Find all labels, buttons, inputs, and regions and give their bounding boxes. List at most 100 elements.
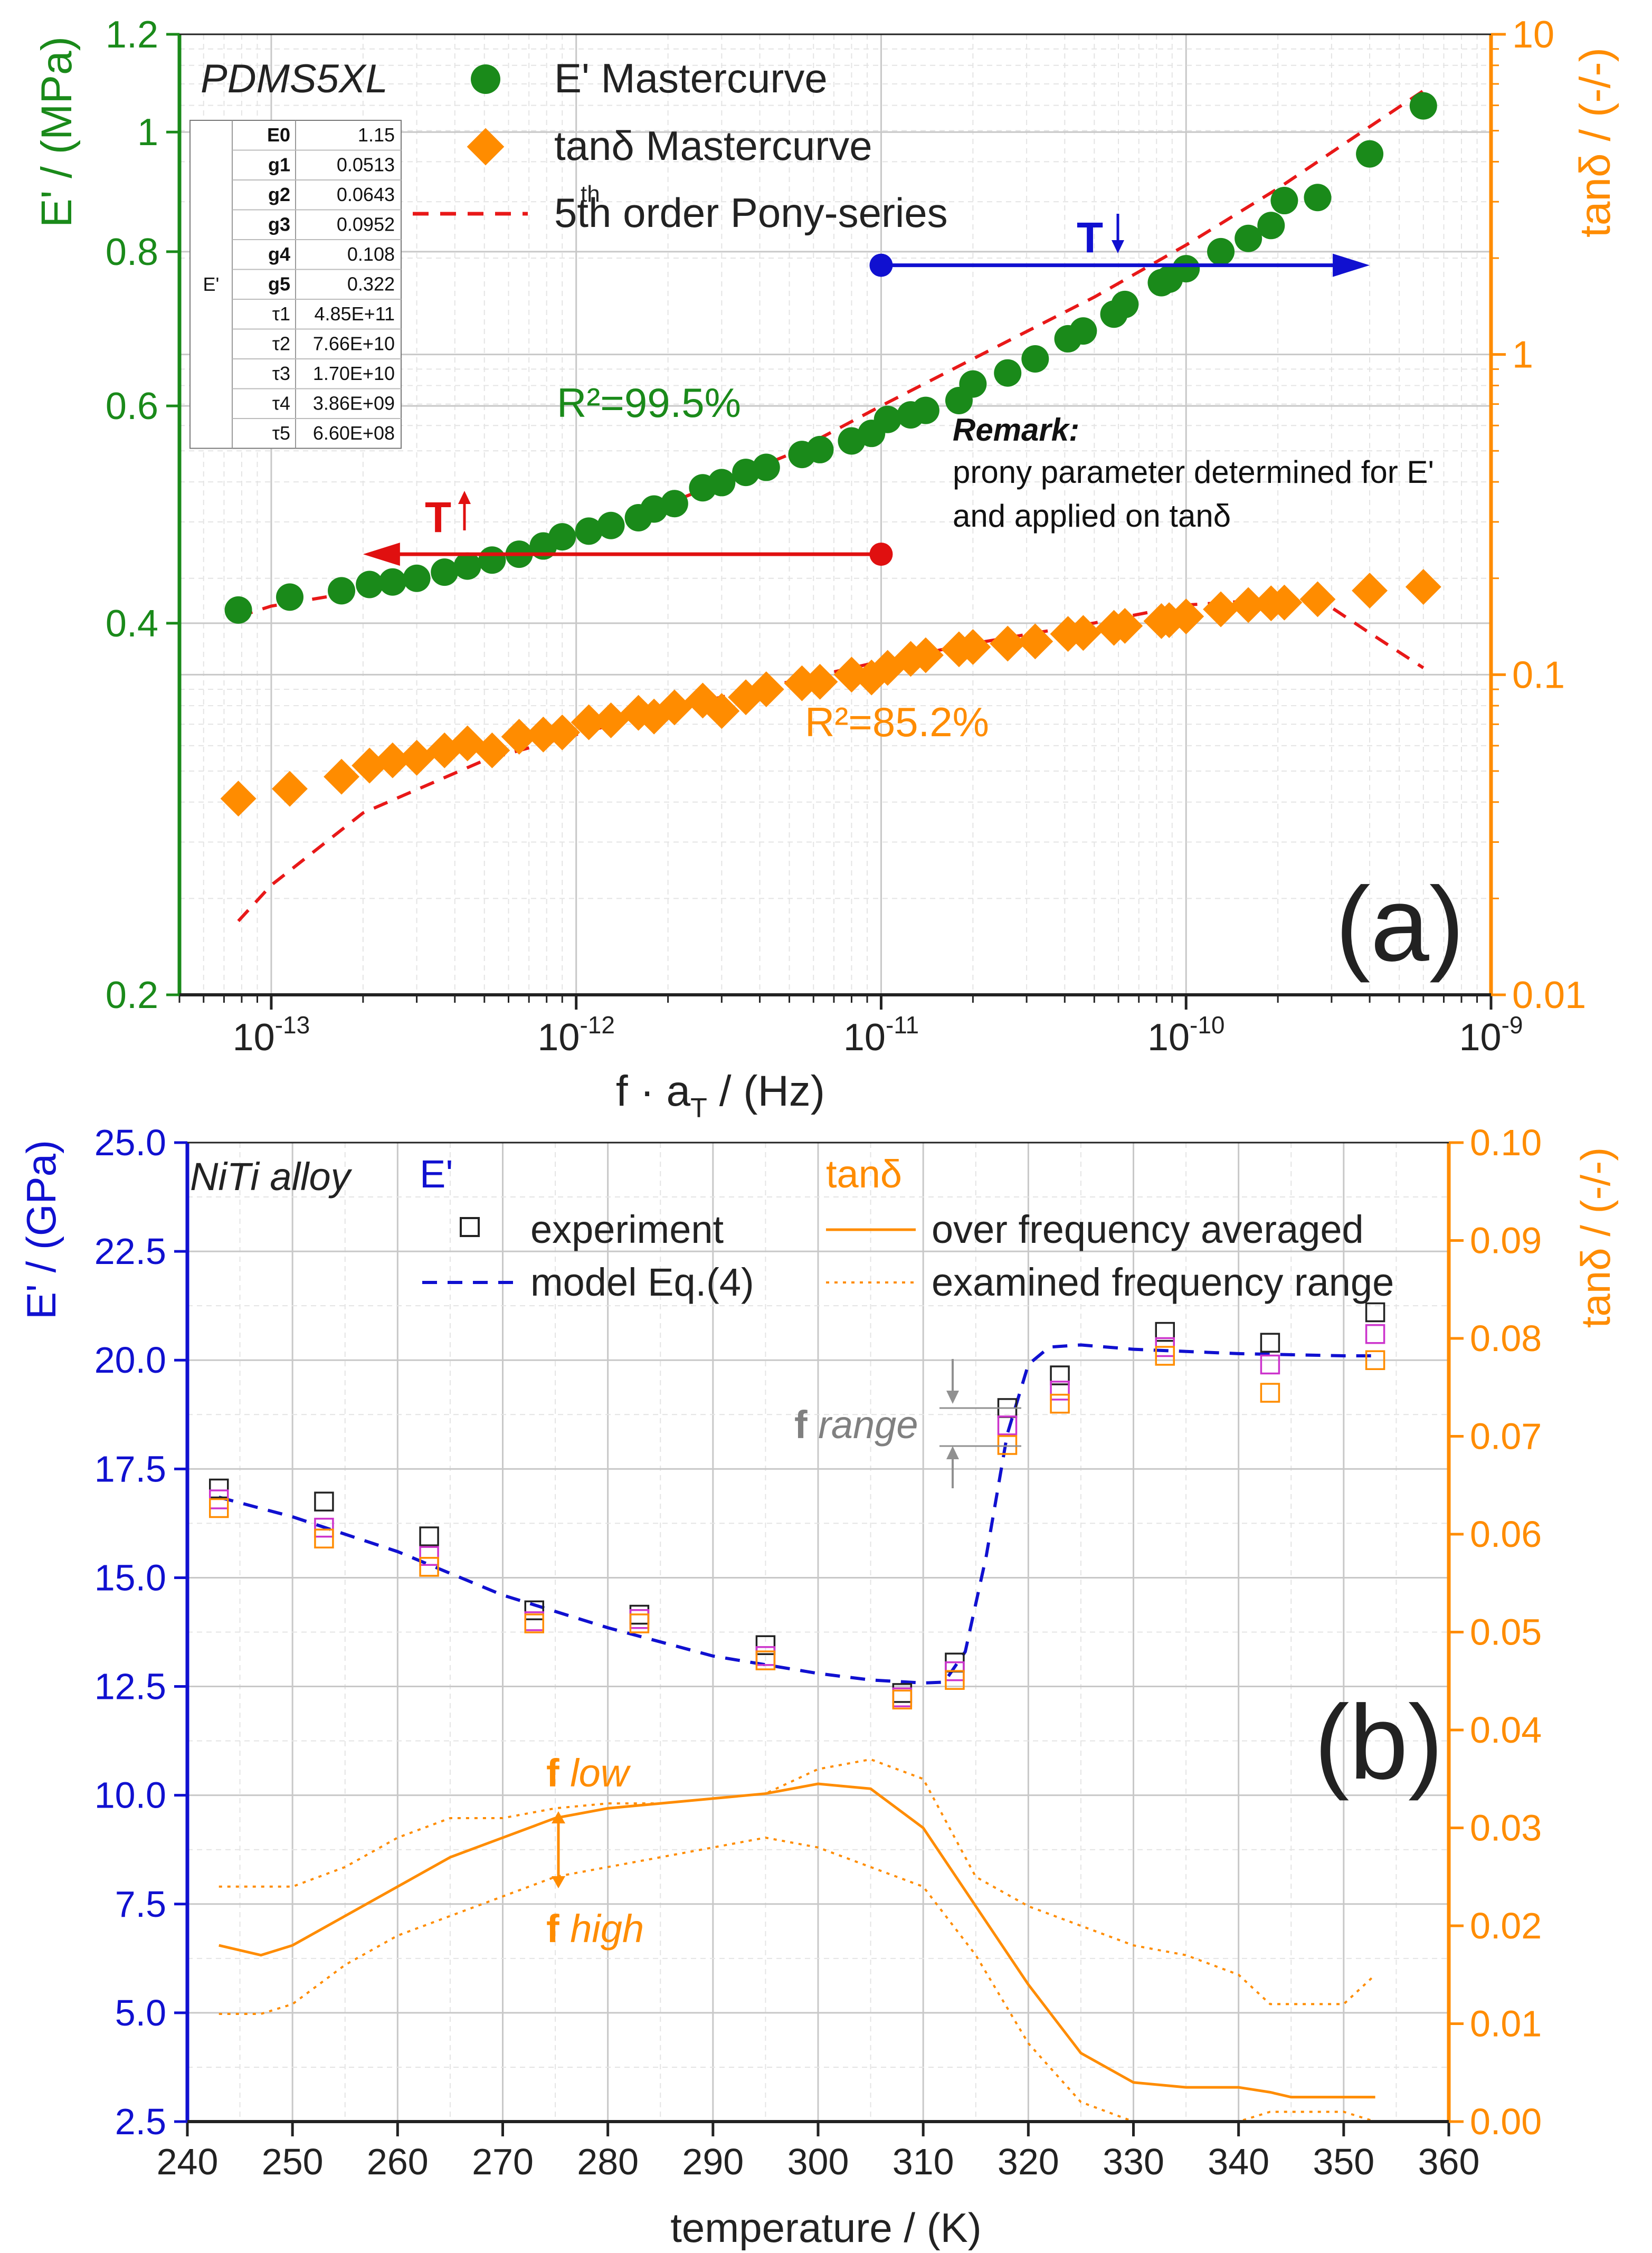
e-data-point xyxy=(1172,255,1200,283)
temperature-up-label: T xyxy=(425,493,451,541)
legend-label-frequency-range: examined frequency range xyxy=(932,1260,1394,1304)
panel-a-title: PDMS5XL xyxy=(201,56,388,101)
x-tick-label: 330 xyxy=(1103,2141,1164,2182)
y-left-tick-label: 0.6 xyxy=(106,385,158,427)
prony-param-name: g3 xyxy=(268,214,290,235)
y-right-tick-label: 0.02 xyxy=(1470,1905,1542,1946)
experiment-data-point xyxy=(1260,1354,1280,1375)
f-range-label: f range xyxy=(794,1403,918,1447)
experiment-data-point xyxy=(1260,1333,1280,1353)
e-data-point xyxy=(431,558,459,586)
tan-data-point xyxy=(571,704,607,740)
experiment-data-point xyxy=(997,1435,1018,1455)
experiment-data-point xyxy=(314,1517,334,1538)
experiment-data-point xyxy=(945,1670,965,1690)
e-data-point xyxy=(453,552,481,580)
f-high-line xyxy=(219,1837,1376,2123)
experiment-data-point xyxy=(1365,1302,1385,1323)
e-data-point xyxy=(328,577,356,605)
x-tick-label: 10-10 xyxy=(1147,1011,1225,1059)
e-data-point xyxy=(276,583,303,611)
tan-data-point xyxy=(593,702,629,738)
prony-param-name: g1 xyxy=(268,154,290,176)
tan-data-point xyxy=(990,625,1026,662)
e-data-point xyxy=(224,596,252,624)
prony-parameter-table: E0 1.15 g1 0.0513 g2 0.0643 g3 0.0952 g4 0.108 g5 0… xyxy=(189,120,402,449)
x-tick-label: 260 xyxy=(367,2141,429,2182)
x-tick-label: 340 xyxy=(1208,2141,1269,2182)
y-left-tick-label: 22.5 xyxy=(94,1231,166,1272)
tan-data-point xyxy=(374,742,411,778)
f-range-annotation xyxy=(939,1359,1021,1488)
prony-param-value: 4.85E+11 xyxy=(315,303,395,325)
prony-param-value: 0.0643 xyxy=(337,184,395,205)
y-right-tick-label: 0.01 xyxy=(1470,2003,1542,2045)
e-data-point xyxy=(1270,187,1298,215)
panel-a-axes: 10-13 10-12 10-11 10-10 10-9 0.2 0.4 0.6 0.8 1 1.2… xyxy=(106,14,1586,1059)
frequency-averaged-line xyxy=(219,1782,1375,2099)
experiment-data-point xyxy=(524,1613,544,1633)
prony-param-value: 3.86E+09 xyxy=(313,393,395,414)
panel-b-points xyxy=(209,1302,1385,1710)
legend-marker-experiment xyxy=(460,1217,480,1237)
prony-param-name: τ3 xyxy=(272,363,290,384)
legend-marker-tan-mastercurve xyxy=(467,128,505,166)
tan-data-point xyxy=(907,637,944,673)
y-right-tick-label: 0.05 xyxy=(1470,1612,1542,1653)
legend-marker-e-mastercurve xyxy=(471,64,500,94)
x-tick-label: 10-13 xyxy=(233,1011,310,1059)
x-tick-label: 290 xyxy=(682,2141,744,2182)
prony-param-value: 1.15 xyxy=(358,124,395,146)
e-data-point xyxy=(994,359,1022,387)
panel-a-y-right-label: tanδ / (-/-) xyxy=(1571,47,1619,237)
t-up-arrowhead xyxy=(458,491,471,504)
y-left-tick-label: 0.4 xyxy=(106,603,158,645)
y-left-tick-label: 17.5 xyxy=(94,1448,166,1489)
e-data-point xyxy=(874,405,901,433)
experiment-data-point xyxy=(1050,1393,1070,1414)
x-tick-label: 360 xyxy=(1418,2141,1480,2182)
y-left-tick-label: 1 xyxy=(137,111,158,154)
tan-data-point xyxy=(272,771,308,807)
red-shift-origin xyxy=(869,543,893,566)
model-eq4-line xyxy=(218,1343,1375,1685)
prony-param-value: 0.0952 xyxy=(337,214,395,235)
panel-b-axes: 240 250 260 270 280 290 300 310 320 330 340 350 360 2… xyxy=(94,1122,1542,2182)
experiment-data-point xyxy=(209,1478,229,1499)
x-tick-label: 270 xyxy=(472,2141,534,2182)
remark-title: Remark: xyxy=(953,412,1079,448)
y-left-tick-label: 25.0 xyxy=(94,1122,166,1163)
prony-table-label: E' xyxy=(203,273,220,295)
tan-data-point xyxy=(474,732,510,768)
experiment-data-point xyxy=(629,1613,650,1633)
panel-b-x-axis-label: temperature / (K) xyxy=(670,2204,982,2251)
y-left-tick-label: 0.2 xyxy=(106,974,158,1016)
tan-data-point xyxy=(656,689,692,726)
remark-line-2: and applied on tanδ xyxy=(953,498,1231,534)
y-left-tick-label: 2.5 xyxy=(115,2101,166,2142)
experiment-data-point xyxy=(209,1498,229,1518)
y-right-tick-label: 0.10 xyxy=(1470,1122,1542,1163)
e-data-point xyxy=(1409,92,1437,120)
panel-b-lines xyxy=(218,1343,1376,2123)
prony-fit-line-e xyxy=(238,89,1425,619)
legend-label-model: model Eq.(4) xyxy=(530,1260,754,1304)
e-data-point xyxy=(403,564,431,592)
tan-data-point xyxy=(955,629,991,665)
tan-data-point xyxy=(220,781,257,817)
experiment-data-point xyxy=(314,1491,334,1511)
legend-label-averaged: over frequency averaged xyxy=(932,1208,1364,1251)
x-tick-label: 10-9 xyxy=(1459,1011,1523,1059)
x-tick-label: 10-11 xyxy=(843,1011,919,1059)
f-high-label: f high xyxy=(546,1907,644,1951)
experiment-data-point xyxy=(1260,1383,1280,1403)
prony-param-name: g5 xyxy=(268,273,290,295)
tan-data-point xyxy=(1352,573,1388,609)
e-data-point xyxy=(912,396,939,424)
tan-data-point xyxy=(1065,615,1102,651)
e-data-point xyxy=(1356,140,1384,168)
legend-label-prony-superscript: th xyxy=(581,181,600,207)
e-data-point xyxy=(575,517,603,545)
legend-label-tan-mastercurve: tanδ Mastercurve xyxy=(554,122,872,169)
e-data-point xyxy=(378,568,406,596)
